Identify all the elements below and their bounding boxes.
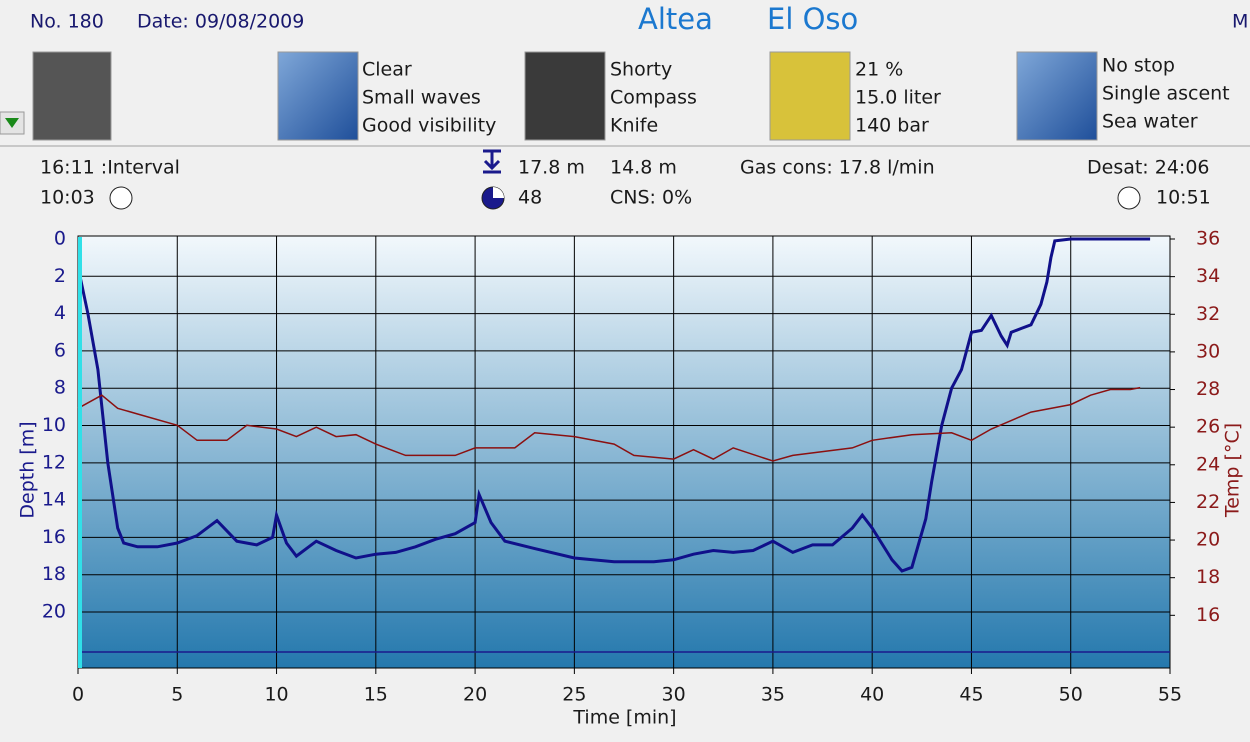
y-tick-label: 2: [54, 265, 66, 287]
x-tick-label: 45: [959, 684, 983, 706]
tank-icon: [769, 51, 851, 141]
clock-icon: [1117, 186, 1141, 210]
avg-depth: 14.8 m: [610, 157, 677, 179]
y2-tick-label: 28: [1196, 378, 1220, 400]
gas-consumption: Gas cons: 17.8 l/min: [740, 157, 935, 179]
desat: Desat: 24:06: [1087, 157, 1210, 179]
y2-tick-label: 22: [1196, 491, 1220, 513]
y-tick-label: 12: [42, 451, 66, 473]
y2-axis-label: Temp [°C]: [1222, 423, 1244, 518]
weather: Clear: [362, 59, 412, 81]
y2-tick-label: 26: [1196, 416, 1220, 438]
weather: Small waves: [362, 87, 481, 109]
cns: CNS: 0%: [610, 187, 692, 209]
plot: [77, 236, 1170, 668]
y-tick-label: 14: [42, 489, 66, 511]
pie-slice: [493, 187, 504, 198]
x-tick-label: 5: [171, 684, 183, 706]
duration: 10:03: [40, 187, 95, 209]
cut-text: M: [1232, 11, 1248, 33]
y-tick-label: 0: [54, 228, 66, 250]
plot-area: [77, 235, 1171, 669]
y-tick-label: 16: [42, 526, 66, 548]
start-marker: [78, 237, 82, 668]
y2-tick-label: 20: [1196, 529, 1220, 551]
gear: Knife: [610, 115, 658, 137]
dropdown-arrow: [5, 118, 19, 128]
time: 10:51: [1156, 187, 1211, 209]
location: El Oso: [767, 2, 858, 36]
equipment: Clear Small waves Good visibility Shorty…: [362, 55, 1230, 137]
x-tick-label: 55: [1158, 684, 1182, 706]
x-tick-label: 10: [264, 684, 288, 706]
interval: 16:11 :Interval: [40, 157, 180, 179]
x-tick-label: 30: [662, 684, 686, 706]
dive-type: Single ascent: [1102, 83, 1230, 105]
dive-date: Date: 09/08/2009: [137, 11, 304, 33]
series-line: [77, 386, 1141, 462]
y2-tick-label: 18: [1196, 566, 1220, 588]
diver-photo: [32, 51, 112, 141]
gas: 21 %: [855, 59, 903, 81]
x-tick-label: 15: [364, 684, 388, 706]
series-line: [78, 237, 1151, 573]
y-tick-label: 18: [42, 563, 66, 585]
dive-type: No stop: [1102, 55, 1175, 77]
x-tick-label: 40: [860, 684, 884, 706]
y-tick-label: 20: [42, 601, 66, 623]
weather-icon: [277, 51, 359, 141]
gear: Shorty: [610, 59, 672, 81]
y2-tick-label: 36: [1196, 228, 1220, 250]
gear: Compass: [610, 87, 697, 109]
gear-icon: [524, 51, 606, 141]
dive-type: Sea water: [1102, 111, 1198, 133]
gas: 140 bar: [855, 115, 929, 137]
x-tick-label: 20: [463, 684, 487, 706]
x-tick-label: 35: [761, 684, 785, 706]
y2-tick-label: 32: [1196, 303, 1220, 325]
dive-type-icon: [1016, 51, 1098, 141]
y2-tick-label: 16: [1196, 604, 1220, 626]
y-tick-label: 8: [54, 377, 66, 399]
y2-tick-label: 24: [1196, 453, 1220, 475]
y2-tick-label: 30: [1196, 340, 1220, 362]
y-tick-label: 4: [54, 302, 66, 324]
x-axis-label: Time [min]: [572, 707, 676, 729]
gas: 15.0 liter: [855, 87, 941, 109]
y2-tick-label: 34: [1196, 265, 1220, 287]
x-tick-label: 50: [1059, 684, 1083, 706]
x-tick-label: 25: [562, 684, 586, 706]
clock-icon: [109, 186, 133, 210]
dive-number: No. 180: [30, 11, 104, 33]
site: Altea: [638, 2, 713, 36]
max-depth: 17.8 m: [518, 157, 585, 179]
y-axis-label: Depth [m]: [17, 421, 39, 518]
dive-count: 48: [518, 187, 542, 209]
y-tick-label: 10: [42, 414, 66, 436]
x-tick-label: 0: [72, 684, 84, 706]
y-tick-label: 6: [54, 339, 66, 361]
depth-icon: [483, 149, 501, 174]
weather: Good visibility: [362, 115, 496, 137]
